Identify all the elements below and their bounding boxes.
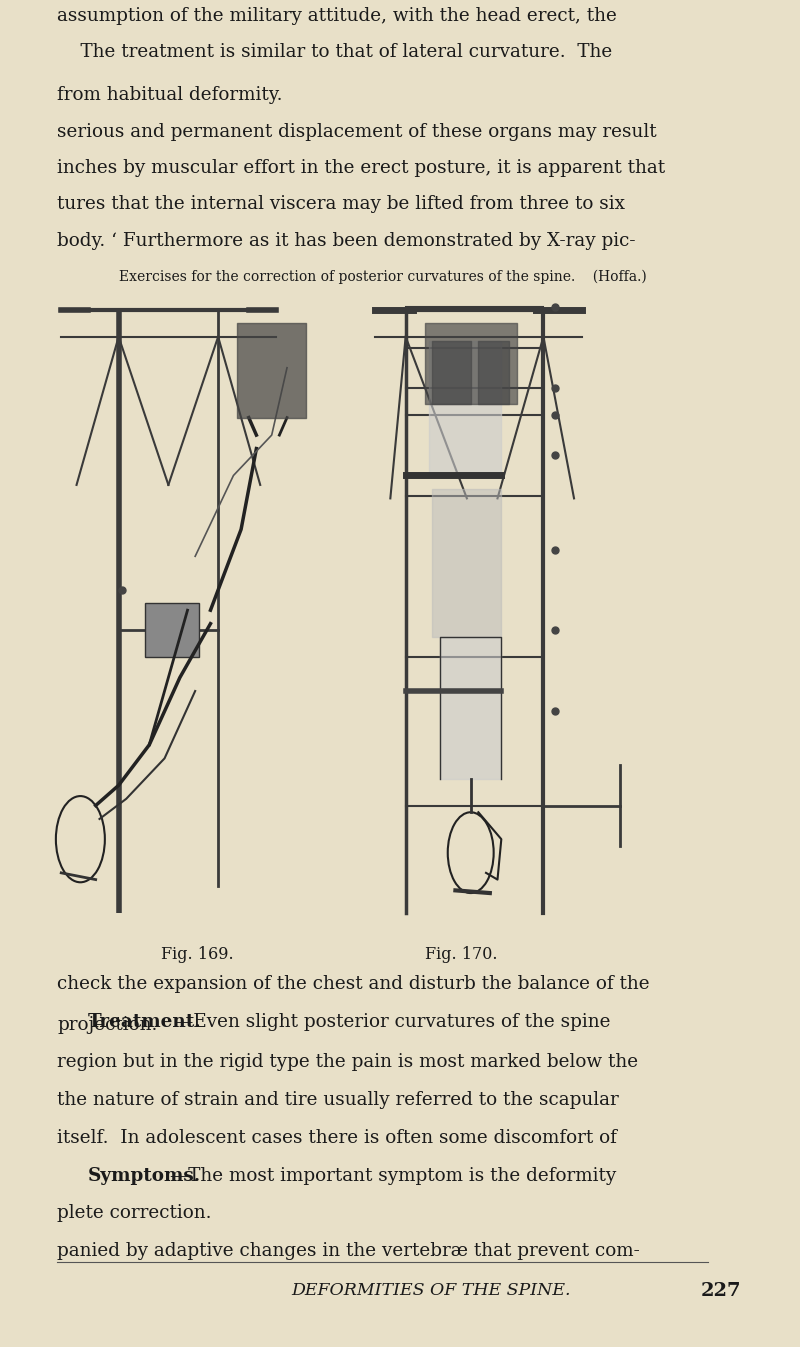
Text: plete correction.: plete correction.	[58, 1204, 212, 1222]
Text: Fig. 169.: Fig. 169.	[161, 946, 234, 963]
Text: Treatment.: Treatment.	[88, 1013, 202, 1030]
Text: body. ‘ Furthermore as it has been demonstrated by X-ray pic-: body. ‘ Furthermore as it has been demon…	[58, 232, 636, 249]
Text: serious and permanent displacement of these organs may result: serious and permanent displacement of th…	[58, 123, 657, 140]
Text: 227: 227	[700, 1282, 741, 1300]
Text: Fig. 170.: Fig. 170.	[425, 946, 498, 963]
Text: The treatment is similar to that of lateral curvature.  The: The treatment is similar to that of late…	[58, 43, 613, 61]
Text: itself.  In adolescent cases there is often some discomfort of: itself. In adolescent cases there is oft…	[58, 1129, 618, 1146]
Bar	[146, 603, 199, 657]
Circle shape	[56, 796, 105, 882]
Text: from habitual deformity.: from habitual deformity.	[58, 86, 283, 104]
Text: projection.: projection.	[58, 1016, 158, 1033]
Text: tures that the internal viscera may be lifted from three to six: tures that the internal viscera may be l…	[58, 195, 626, 213]
Text: Symptoms.: Symptoms.	[88, 1167, 201, 1184]
Text: the nature of strain and tire usually referred to the scapular: the nature of strain and tire usually re…	[58, 1091, 619, 1109]
Text: check the expansion of the chest and disturb the balance of the: check the expansion of the chest and dis…	[58, 975, 650, 993]
Text: DEFORMITIES OF THE SPINE.: DEFORMITIES OF THE SPINE.	[291, 1282, 570, 1300]
Text: inches by muscular effort in the erect posture, it is apparent that: inches by muscular effort in the erect p…	[58, 159, 666, 176]
Text: panied by adaptive changes in the vertebræ that prevent com-: panied by adaptive changes in the verteb…	[58, 1242, 640, 1259]
Text: assumption of the military attitude, with the head erect, the: assumption of the military attitude, wit…	[58, 7, 618, 24]
Text: region but in the rigid type the pain is most marked below the: region but in the rigid type the pain is…	[58, 1053, 638, 1071]
Circle shape	[448, 812, 494, 893]
Text: Exercises for the correction of posterior curvatures of the spine.    (Hoffa.): Exercises for the correction of posterio…	[119, 269, 646, 284]
Text: —The most important symptom is the deformity: —The most important symptom is the defor…	[170, 1167, 616, 1184]
Text: —Even slight posterior curvatures of the spine: —Even slight posterior curvatures of the…	[174, 1013, 610, 1030]
